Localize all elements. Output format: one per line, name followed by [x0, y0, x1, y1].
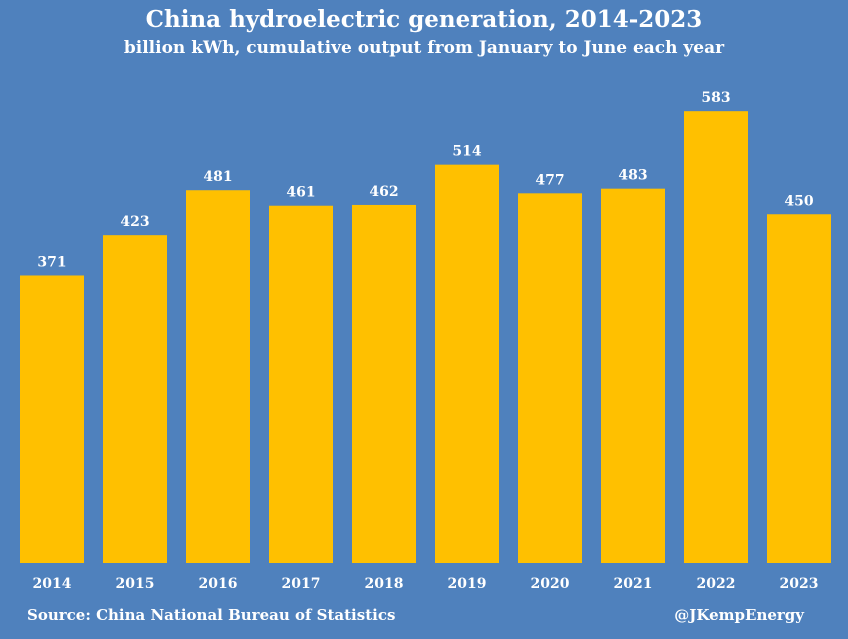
data-label-2014: 371	[37, 254, 66, 270]
data-label-2023: 450	[784, 193, 813, 209]
bar-2022	[684, 111, 748, 564]
x-tick-label-2019: 2019	[448, 576, 487, 592]
data-label-2020: 477	[535, 172, 564, 188]
x-tick-label-2015: 2015	[116, 576, 155, 592]
bar-2015	[103, 235, 167, 564]
x-tick-label-2018: 2018	[365, 576, 404, 592]
x-tick-label-2021: 2021	[614, 576, 653, 592]
x-tick-label-2016: 2016	[199, 576, 238, 592]
x-tick-label-2020: 2020	[531, 576, 570, 592]
x-tick-label-2022: 2022	[697, 576, 736, 592]
author-credit: @JKempEnergy	[674, 606, 804, 624]
source-note: Source: China National Bureau of Statist…	[27, 606, 396, 624]
bar-2021	[601, 188, 665, 564]
bar-2016	[186, 190, 250, 563]
bar-2018	[352, 204, 416, 563]
x-tick-label-2017: 2017	[282, 576, 321, 592]
x-tick-label-2023: 2023	[780, 576, 819, 592]
bar-2014	[20, 275, 84, 563]
data-label-2018: 462	[369, 184, 398, 200]
data-label-2015: 423	[120, 214, 149, 230]
chart-title: China hydroelectric generation, 2014-202…	[145, 6, 703, 33]
bar-2019	[435, 164, 499, 563]
x-tick-label-2014: 2014	[33, 576, 72, 592]
data-label-2022: 583	[701, 90, 730, 106]
bar-2017	[269, 205, 333, 563]
bar-2023	[767, 214, 831, 563]
bar-2020	[518, 193, 582, 563]
chart-subtitle: billion kWh, cumulative output from Janu…	[123, 38, 725, 58]
data-label-2016: 481	[203, 169, 232, 185]
data-label-2017: 461	[286, 185, 315, 201]
data-label-2019: 514	[452, 144, 481, 160]
data-label-2021: 483	[618, 168, 647, 184]
